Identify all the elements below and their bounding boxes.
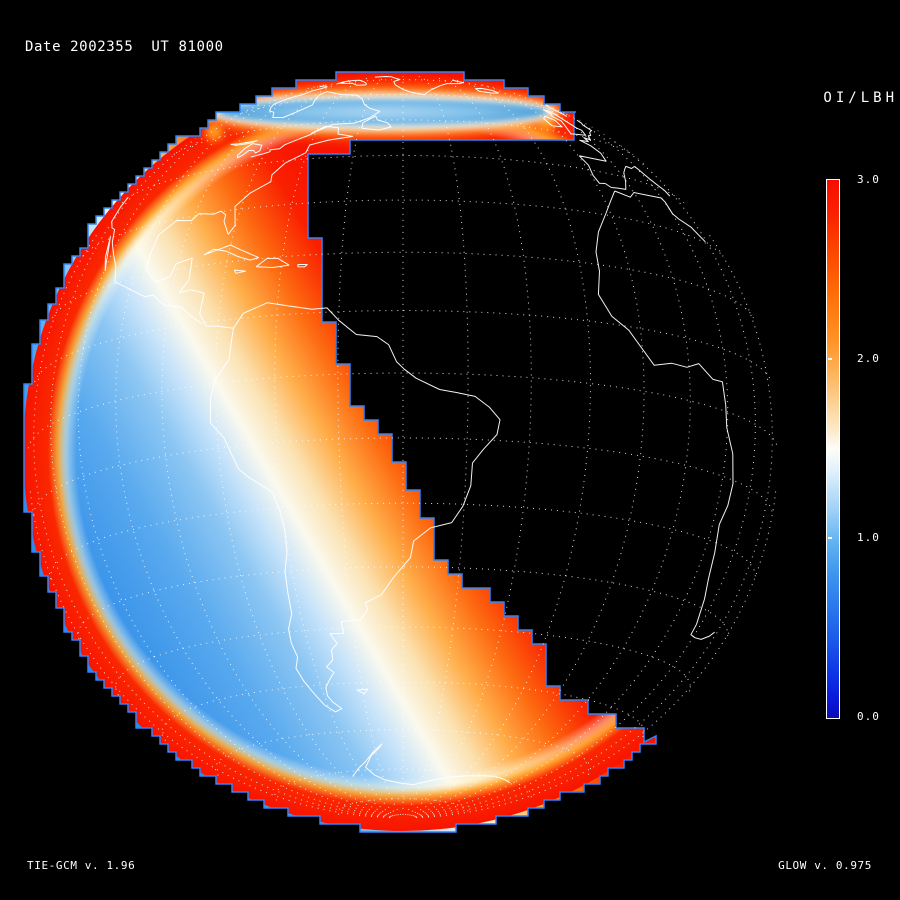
glow-version-label: GLOW v. 0.975 [778, 859, 872, 872]
dark-limb-dotted-arc [572, 116, 647, 167]
colorbar [826, 179, 840, 719]
colorbar-tick-label: 1.0 [857, 531, 880, 544]
coastlines-layer [104, 76, 734, 786]
colorbar-tick-mark [828, 358, 832, 360]
date-label: Date 2002355 UT 81000 [25, 39, 224, 55]
coastline-path [104, 76, 734, 786]
data-block-edge-layer [23, 71, 657, 833]
polar-cap-core [218, 99, 548, 125]
colorbar-title: OI/LBH [823, 90, 898, 106]
colorbar-tick-mark [828, 537, 832, 539]
graticule-parallels [27, 79, 779, 815]
model-version-label: TIE-GCM v. 1.96 [27, 859, 136, 872]
colorbar-tick-label: 3.0 [857, 173, 880, 186]
colorbar-tick-label: 0.0 [857, 710, 880, 723]
auroral-bright-spot [539, 116, 555, 132]
auroral-bright-spot [205, 123, 223, 141]
data-region-outline [23, 71, 657, 833]
colorbar-tick-label: 2.0 [857, 352, 880, 365]
graticule-layer [27, 76, 779, 819]
graticule-meridians [29, 76, 777, 819]
